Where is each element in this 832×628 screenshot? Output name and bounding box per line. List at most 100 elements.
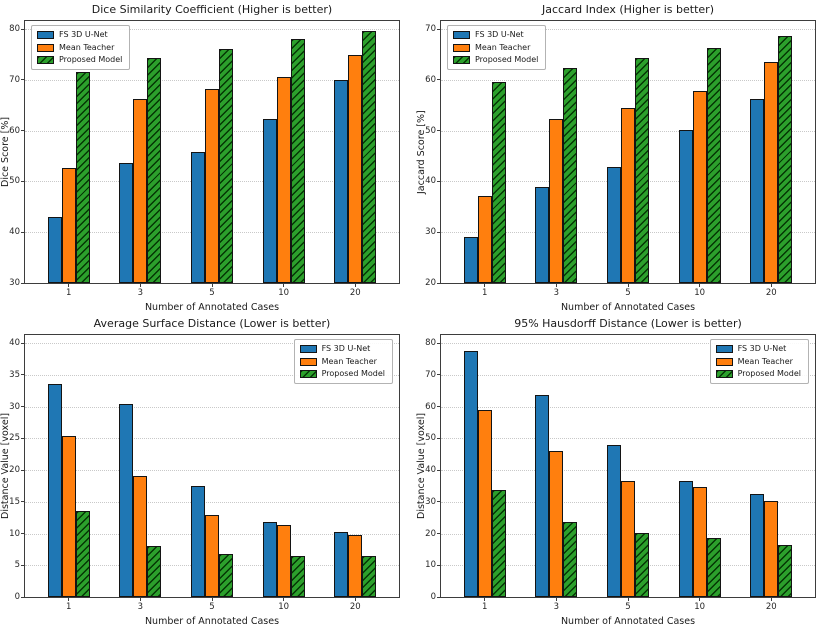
x-tick-mark [354, 597, 356, 601]
x-tick-mark [555, 283, 557, 287]
y-tick-mark [437, 282, 441, 284]
x-tick-label: 3 [553, 288, 560, 298]
bar-mean-teacher [348, 534, 363, 597]
legend-swatch [37, 43, 54, 52]
y-tick-label: 30 [9, 278, 20, 288]
y-tick-mark [21, 564, 25, 566]
plot-area: 0 5 10 15 20 25 30 35 40 1 3 5 10 20 FS 3D U-Net Mean T… [9, 334, 400, 612]
x-tick-mark [354, 283, 356, 287]
bar-mean-teacher [133, 99, 148, 283]
bar-proposed-model [706, 538, 721, 597]
x-tick-mark [283, 597, 285, 601]
y-tick-label: 70 [425, 24, 436, 35]
y-tick-label: 60 [425, 401, 436, 412]
y-tick-label: 70 [425, 369, 436, 380]
x-tick-label: 3 [137, 288, 144, 298]
hausdorff-distance-chart: 95% Hausdorff Distance (Lower is better)… [416, 314, 832, 628]
gridline [441, 29, 815, 31]
plot-area: 0 10 20 30 40 50 60 70 80 1 3 5 10 20 FS 3D U-Net Mean … [425, 334, 816, 612]
y-tick-mark [21, 79, 25, 81]
x-tick-mark [283, 283, 285, 287]
y-tick-label: 0 [430, 592, 436, 602]
legend-swatch [299, 370, 317, 378]
x-tick-label: 5 [625, 602, 631, 612]
legend-item-proposed-model: Proposed Model [37, 55, 122, 65]
x-tick-mark [627, 283, 629, 287]
bar-mean-teacher [61, 168, 76, 283]
bar-mean-teacher [477, 409, 492, 597]
legend-label: Proposed Model [475, 55, 539, 64]
legend-swatch [299, 357, 317, 366]
bar-fs-3d-u-net [463, 351, 478, 597]
y-tick-mark [437, 130, 441, 132]
gridline [25, 343, 399, 345]
bar-mean-teacher [133, 475, 148, 597]
y-tick-label: 40 [9, 227, 20, 238]
x-tick-mark [484, 597, 486, 601]
x-axis-label: Number of Annotated Cases [144, 616, 280, 627]
bar-mean-teacher [692, 486, 707, 597]
y-tick-mark [437, 596, 441, 598]
y-tick-mark [21, 130, 25, 132]
bar-mean-teacher [348, 54, 363, 283]
legend-label: Mean Teacher [321, 356, 377, 366]
legend-swatch [37, 31, 54, 39]
x-tick-label: 20 [349, 288, 361, 298]
y-tick-label: 30 [425, 496, 436, 507]
x-tick-label: 20 [349, 602, 361, 612]
legend: FS 3D U-Net Mean Teacher Proposed Model [31, 25, 131, 70]
y-tick-mark [437, 374, 441, 376]
bar-proposed-model [634, 532, 649, 597]
legend-swatch [715, 345, 733, 353]
y-tick-label: 20 [425, 278, 436, 288]
bar-fs-3d-u-net [47, 383, 62, 597]
x-tick-mark [211, 597, 213, 601]
legend-swatch [37, 56, 54, 64]
y-tick-label: 50 [9, 176, 20, 187]
x-tick-mark [68, 283, 70, 287]
x-tick-label: 10 [278, 602, 290, 612]
x-tick-label: 20 [765, 602, 777, 612]
legend-item-proposed-model: Proposed Model [299, 369, 385, 379]
bar-proposed-model [147, 545, 162, 597]
y-tick-mark [437, 342, 441, 344]
gridline [25, 438, 399, 440]
bar-fs-3d-u-net [119, 404, 134, 597]
bar-proposed-model [563, 68, 578, 283]
y-tick-label: 20 [425, 528, 436, 539]
legend-label: Mean Teacher [475, 42, 531, 52]
gridline [25, 29, 399, 31]
y-tick-label: 10 [9, 528, 20, 539]
bar-mean-teacher [764, 501, 779, 597]
bar-proposed-model [563, 522, 578, 597]
legend-item-mean-teacher: Mean Teacher [37, 43, 122, 53]
bar-fs-3d-u-net [750, 493, 765, 597]
y-tick-mark [21, 437, 25, 439]
y-tick-label: 25 [9, 433, 20, 444]
x-tick-mark [139, 283, 141, 287]
x-tick-mark [699, 597, 701, 601]
gridline [441, 374, 815, 376]
bar-proposed-model [778, 35, 793, 283]
plot-area: 30 40 50 60 70 80 1 3 5 10 20 FS 3D U-Net Mean Teach… [9, 20, 400, 298]
legend-label: Mean Teacher [59, 42, 115, 52]
bar-proposed-model [75, 71, 90, 283]
chart-title: Average Surface Distance (Lower is bette… [93, 317, 331, 330]
legend-item-fs-3d-u-net: FS 3D U-Net [37, 30, 122, 40]
bar-fs-3d-u-net [119, 163, 134, 283]
bar-mean-teacher [205, 515, 219, 597]
y-tick-label: 70 [9, 74, 20, 85]
y-tick-mark [437, 28, 441, 30]
bar-proposed-model [491, 82, 506, 283]
y-tick-label: 40 [9, 338, 20, 349]
legend-item-proposed-model: Proposed Model [453, 55, 538, 65]
y-tick-mark [21, 231, 25, 233]
gridline [441, 470, 815, 472]
y-tick-mark [21, 406, 25, 408]
bar-mean-teacher [692, 91, 707, 283]
gridline [441, 406, 815, 408]
bar-proposed-model [778, 544, 793, 597]
y-tick-mark [21, 501, 25, 503]
legend-swatch [715, 357, 733, 366]
